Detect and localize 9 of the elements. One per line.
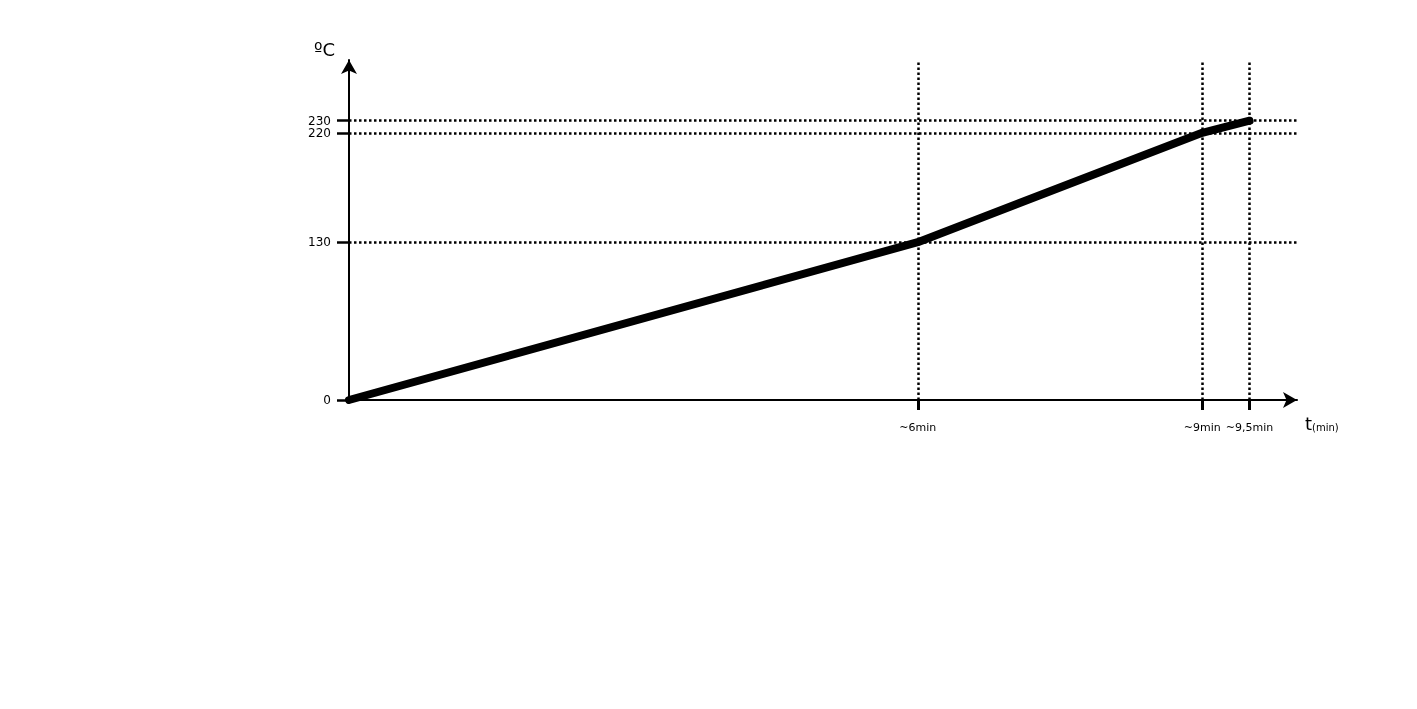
x-tick-label: ~9,5min <box>1225 421 1274 434</box>
x-axis-title: t(min) <box>1305 412 1339 434</box>
y-tick-label: 230 <box>308 113 331 128</box>
y-tick-label: 220 <box>308 125 331 140</box>
y-tick-label: 0 <box>323 393 331 407</box>
y-axis-title: ºC <box>313 38 335 60</box>
x-tick-label: ~9min <box>1183 421 1221 434</box>
x-tick-label: ~6min <box>899 421 937 434</box>
y-tick-label: 130 <box>308 235 331 250</box>
